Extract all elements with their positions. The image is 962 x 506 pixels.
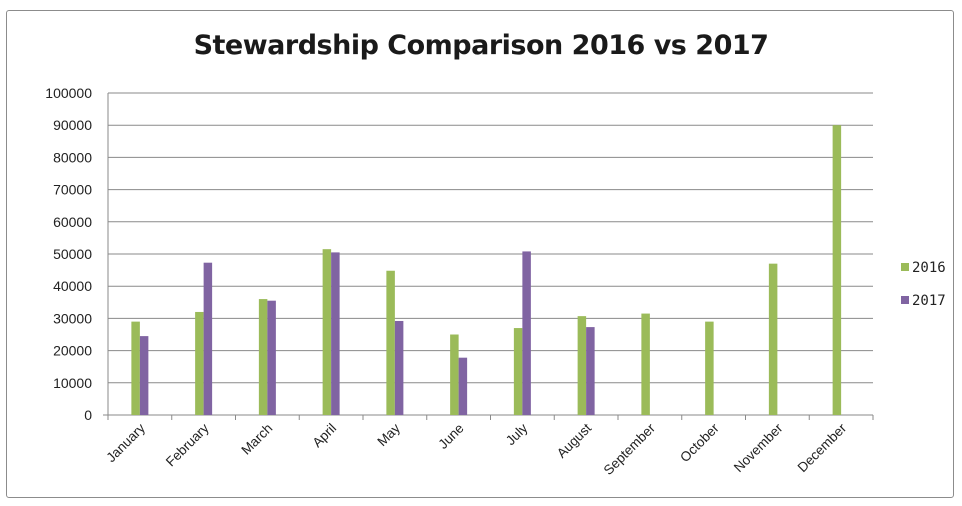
bar-2017-january: [139, 336, 149, 415]
y-tick-label: 100000: [45, 85, 92, 101]
bar-2016-october: [705, 321, 714, 415]
legend-swatch-2016: [901, 263, 909, 271]
bar-2017-july: [522, 251, 531, 415]
bar-2016-march: [258, 299, 268, 415]
bar-2017-march: [267, 300, 276, 415]
x-category-label: November: [731, 420, 786, 475]
chart-title: Stewardship Comparison 2016 vs 2017: [193, 30, 769, 61]
bar-2017-august: [586, 327, 595, 415]
y-tick-label: 60000: [53, 214, 92, 230]
x-category-label: March: [238, 421, 275, 458]
x-category-label: January: [103, 420, 148, 465]
legend-swatch-2017: [901, 296, 909, 304]
bar-2016-april: [322, 249, 332, 415]
x-category-label: August: [554, 420, 595, 461]
x-category-label: September: [601, 420, 659, 478]
y-tick-label: 30000: [53, 310, 92, 326]
x-category-label: June: [435, 421, 466, 452]
bar-2016-february: [195, 311, 204, 415]
y-tick-label: 90000: [53, 117, 92, 133]
y-tick-label: 70000: [53, 182, 92, 198]
bar-2016-november: [768, 263, 778, 415]
y-tick-label: 80000: [53, 149, 92, 165]
bar-2016-august: [577, 316, 587, 415]
bar-2016-june: [450, 334, 459, 415]
bar-2016-september: [641, 313, 650, 415]
bar-2016-january: [131, 321, 140, 415]
x-category-label: December: [795, 420, 850, 475]
bar-2016-may: [386, 270, 395, 415]
y-tick-label: 50000: [53, 246, 92, 262]
bar-2016-december: [832, 125, 842, 415]
legend-label: 2016: [912, 260, 946, 276]
bar-2016-july: [513, 328, 523, 415]
bar-2017-april: [331, 252, 340, 415]
bar-2017-february: [203, 262, 213, 415]
y-tick-label: 10000: [53, 375, 92, 391]
x-category-label: May: [374, 420, 403, 449]
y-tick-label: 20000: [53, 343, 92, 359]
bar-2017-may: [394, 320, 404, 415]
y-tick-label: 40000: [53, 278, 92, 294]
y-tick-label: 0: [84, 407, 92, 423]
bar-2017-june: [458, 357, 468, 415]
x-category-label: October: [677, 420, 722, 465]
x-category-label: February: [163, 420, 212, 469]
x-category-label: April: [310, 421, 340, 451]
x-category-label: July: [503, 420, 531, 448]
legend-label: 2017: [912, 293, 946, 309]
